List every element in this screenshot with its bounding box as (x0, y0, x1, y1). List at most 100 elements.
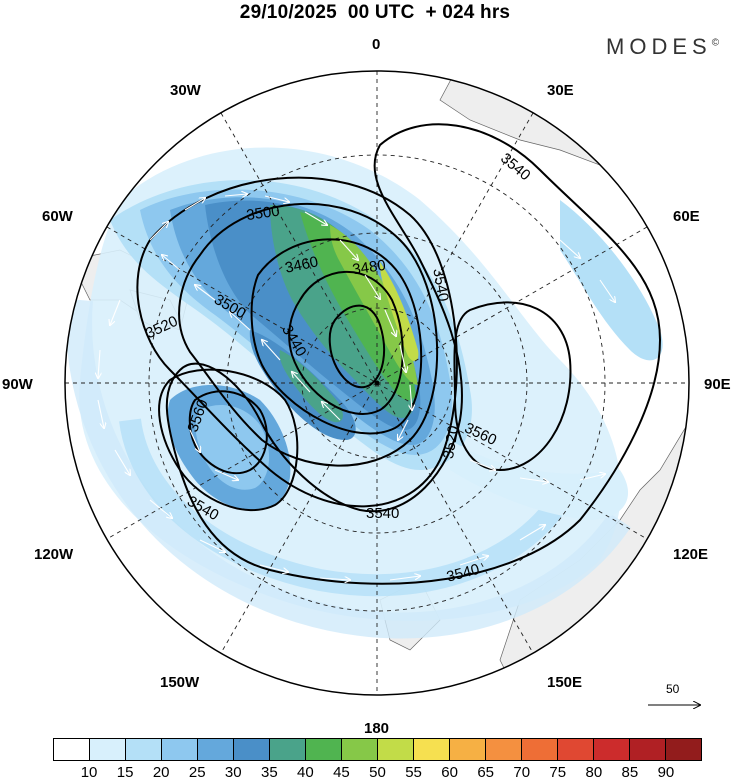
contour-3500 (178, 202, 439, 467)
lon-label-180: 180 (364, 720, 389, 737)
wind-vector (579, 474, 605, 481)
lon-label-60w: 60W (42, 208, 74, 225)
brand-name: MODES (606, 34, 712, 59)
brand-logo: MODES© (606, 34, 719, 60)
wind-vector (184, 198, 205, 211)
contour-label-3460: 3460 (284, 253, 320, 277)
wind-vector (559, 239, 580, 258)
colorbar-swatch (54, 739, 90, 760)
contour-label-3520: 3520 (440, 424, 463, 460)
wind-vector (189, 429, 200, 452)
colorbar-tick: 45 (333, 764, 350, 781)
wind-vector (149, 499, 172, 518)
brand-mark: © (711, 37, 720, 49)
shade-ring-outer (66, 298, 631, 639)
wind-vector (519, 525, 545, 541)
wind-vector (410, 384, 412, 410)
shade-jet-50 (330, 225, 418, 385)
colorbar-swatch (558, 739, 594, 760)
colorbar-tick: 50 (369, 764, 386, 781)
wind-vector (162, 255, 181, 271)
wind-vector (389, 576, 420, 581)
lon-label-120e: 120E (673, 546, 708, 563)
shade-east-patch (560, 200, 663, 361)
reference-vector-label: 50 (666, 682, 680, 696)
colorbar-swatch (126, 739, 162, 760)
height-contours (136, 123, 662, 585)
colorbar-tick: 80 (585, 764, 603, 781)
colorbar-swatch (90, 739, 126, 760)
wind-vector (319, 578, 350, 580)
wind-vector (97, 399, 104, 428)
wind-vector (262, 340, 281, 361)
colorbar-tick: 30 (224, 764, 242, 781)
contour-label-3500: 3500 (245, 203, 280, 224)
wind-vector (364, 274, 380, 299)
contour-label-3540: 3540 (429, 267, 452, 303)
colorbar-swatch (234, 739, 270, 760)
wind-vector (199, 539, 225, 552)
reference-vector-arrow (648, 682, 710, 712)
wind-vector (519, 477, 548, 482)
wind-vectors (98, 194, 615, 580)
wind-vector (459, 556, 488, 566)
colorbar-tick: 10 (80, 764, 98, 781)
colorbar-tick: 75 (549, 764, 567, 781)
wind-vector (214, 469, 238, 480)
colorbar-swatch (270, 739, 306, 760)
wind-vector (264, 195, 289, 202)
colorbar-tick: 20 (152, 764, 170, 781)
wind-vector (304, 211, 327, 225)
colorbar-swatch (162, 739, 198, 760)
contour-3440 (328, 304, 386, 389)
colorbar-tick: 35 (260, 764, 278, 781)
longitude-labels: 0 30E 60E 90E 120E 150E 180 150W 120W 90… (2, 36, 731, 737)
colorbar-swatch (198, 739, 234, 760)
contour-3520 (136, 176, 458, 508)
contour-label-3480: 3480 (351, 257, 386, 278)
map-title: 29/10/2025 00 UTC + 024 hrs (239, 2, 511, 23)
wind-vector (599, 279, 615, 302)
colorbar-swatch (450, 739, 486, 760)
lon-label-90w: 90W (2, 376, 34, 393)
colorbar-swatch (306, 739, 342, 760)
wind-vector (110, 299, 121, 325)
contour-3460 (288, 270, 404, 415)
contour-3560-east (453, 301, 572, 472)
wind-vector (384, 309, 396, 336)
colorbar-tick: 70 (513, 764, 531, 781)
lon-label-150w: 150W (160, 674, 200, 691)
lon-label-120w: 120W (34, 546, 74, 563)
wind-vector (149, 222, 168, 241)
wind-vector (114, 449, 130, 475)
colorbar-tick: 85 (621, 764, 639, 781)
map-disk: 3460 3480 3500 3500 3520 3520 3540 3540 … (65, 71, 689, 695)
north-pole-marker (374, 380, 380, 386)
wind-vector (339, 239, 358, 260)
colorbar-swatch (486, 739, 522, 760)
colorbar-tick: 40 (297, 764, 314, 781)
contour-3540-west (158, 368, 299, 511)
colorbar-tick: 25 (188, 764, 206, 781)
wind-vector (398, 419, 409, 440)
map-border (64, 70, 690, 696)
lon-label-30e: 30E (547, 82, 574, 99)
wind-vector (98, 349, 100, 378)
colorbar-tick: 15 (116, 764, 134, 781)
wind-vector (259, 564, 288, 572)
wind-vector (399, 344, 406, 372)
colorbar-swatch (630, 739, 666, 760)
wind-vector (292, 372, 311, 393)
colorbar-swatch (594, 739, 630, 760)
wind-vector (469, 459, 495, 470)
colorbar-tick: 55 (405, 764, 422, 781)
colorbar-tick: 60 (441, 764, 458, 781)
wind-vector (230, 312, 251, 331)
shade-jet-55 (380, 262, 419, 362)
lon-label-0: 0 (372, 36, 380, 53)
colorbar-ticks: 10 15 20 25 30 35 40 45 50 55 60 65 70 7… (53, 764, 702, 782)
shade-east-patch-2 (450, 440, 629, 520)
colorbar (53, 738, 702, 761)
contour-label-3540: 3540 (366, 505, 399, 522)
